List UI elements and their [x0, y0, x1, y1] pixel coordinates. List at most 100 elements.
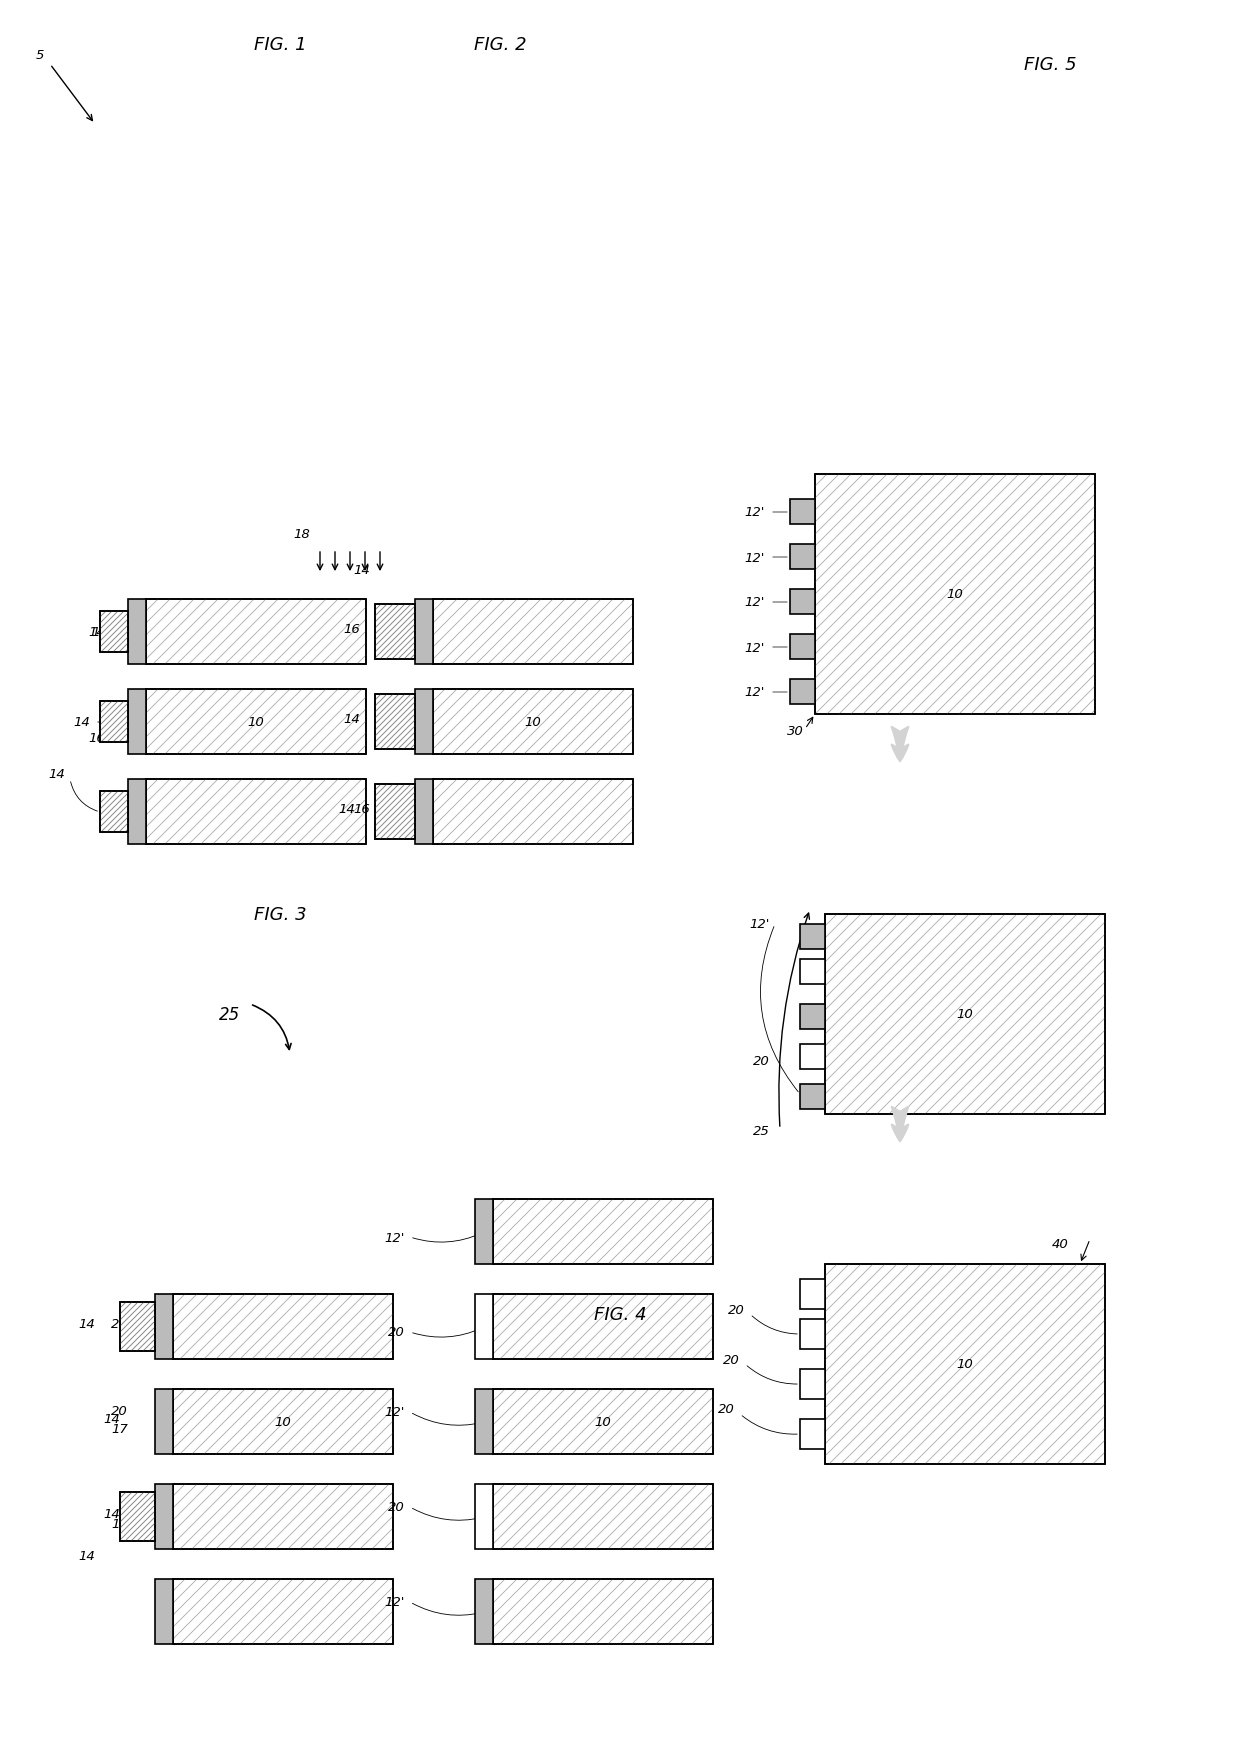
- Bar: [128, 690, 146, 755]
- Bar: [120, 1492, 155, 1542]
- Text: 12': 12': [750, 917, 770, 931]
- Text: 14: 14: [78, 1318, 95, 1330]
- Bar: [475, 1295, 494, 1360]
- Text: 14: 14: [88, 626, 105, 639]
- Bar: [415, 780, 433, 845]
- Text: 10: 10: [274, 1416, 291, 1429]
- Bar: [815, 475, 1095, 714]
- Text: 12': 12': [745, 550, 765, 564]
- Bar: [374, 785, 415, 840]
- Text: 30: 30: [786, 725, 804, 737]
- Bar: [401, 614, 415, 649]
- Bar: [374, 605, 415, 660]
- Text: 12: 12: [129, 716, 145, 729]
- Bar: [790, 499, 815, 524]
- Bar: [790, 635, 815, 660]
- Text: 17: 17: [112, 1517, 128, 1529]
- Text: 40: 40: [1052, 1238, 1069, 1251]
- Text: 14: 14: [339, 803, 355, 815]
- Bar: [433, 690, 632, 755]
- Text: 20: 20: [388, 1327, 405, 1339]
- Text: FIG. 3: FIG. 3: [254, 905, 306, 924]
- Bar: [825, 1265, 1105, 1464]
- Bar: [815, 475, 1095, 714]
- Text: 18: 18: [293, 527, 310, 542]
- Text: 20: 20: [753, 1055, 770, 1067]
- Text: 12': 12': [745, 596, 765, 609]
- Text: 20: 20: [718, 1402, 735, 1416]
- Text: 20: 20: [112, 1318, 128, 1330]
- Text: 16: 16: [88, 730, 105, 744]
- Bar: [790, 589, 815, 614]
- Text: 12': 12': [384, 1231, 405, 1244]
- Text: 12: 12: [156, 1416, 171, 1429]
- Bar: [374, 695, 415, 750]
- Bar: [800, 1420, 825, 1450]
- Bar: [494, 1390, 713, 1454]
- Bar: [494, 1295, 713, 1360]
- Text: 16: 16: [343, 623, 360, 635]
- Text: 14: 14: [103, 1413, 120, 1425]
- Bar: [118, 797, 128, 827]
- Bar: [790, 679, 815, 704]
- Text: 17: 17: [112, 1422, 128, 1436]
- Text: FIG. 1: FIG. 1: [254, 35, 306, 55]
- Text: 10: 10: [248, 716, 264, 729]
- Bar: [374, 605, 415, 660]
- Bar: [128, 780, 146, 845]
- Text: 10: 10: [946, 587, 963, 602]
- Text: 25: 25: [753, 1124, 770, 1138]
- Bar: [475, 1484, 494, 1549]
- Bar: [174, 1295, 393, 1360]
- Bar: [494, 1579, 713, 1644]
- Bar: [120, 1492, 155, 1542]
- Bar: [433, 600, 632, 665]
- Bar: [401, 704, 415, 739]
- Text: 10: 10: [595, 1416, 611, 1429]
- Text: 5: 5: [36, 48, 45, 62]
- Bar: [100, 612, 128, 653]
- Text: 12': 12': [745, 686, 765, 699]
- Bar: [155, 1390, 174, 1454]
- Bar: [494, 1579, 713, 1644]
- Bar: [800, 924, 825, 949]
- Text: 10: 10: [525, 716, 542, 729]
- Bar: [120, 1302, 155, 1351]
- Bar: [174, 1484, 393, 1549]
- Bar: [146, 690, 366, 755]
- Bar: [475, 1200, 494, 1265]
- Bar: [146, 780, 366, 845]
- Bar: [800, 1004, 825, 1030]
- Bar: [433, 600, 632, 665]
- Bar: [118, 707, 128, 737]
- Bar: [174, 1390, 393, 1454]
- Text: 12: 12: [417, 716, 432, 729]
- Text: FIG. 2: FIG. 2: [474, 35, 526, 55]
- Bar: [155, 1579, 174, 1644]
- Bar: [120, 1302, 155, 1351]
- Bar: [128, 600, 146, 665]
- Bar: [800, 1369, 825, 1399]
- Text: 25: 25: [219, 1005, 241, 1023]
- Bar: [374, 695, 415, 750]
- Bar: [415, 690, 433, 755]
- Text: 20: 20: [388, 1501, 405, 1514]
- Bar: [494, 1200, 713, 1265]
- Bar: [401, 794, 415, 829]
- Bar: [433, 780, 632, 845]
- Bar: [155, 1295, 174, 1360]
- Text: 14: 14: [48, 767, 64, 781]
- Bar: [100, 702, 128, 743]
- Bar: [825, 914, 1105, 1115]
- Text: 14: 14: [353, 563, 370, 577]
- Text: 12': 12': [384, 1596, 405, 1609]
- Bar: [800, 960, 825, 984]
- Bar: [475, 1390, 494, 1454]
- Bar: [433, 780, 632, 845]
- Bar: [100, 792, 128, 833]
- Text: FIG. 4: FIG. 4: [594, 1305, 646, 1323]
- Bar: [415, 600, 433, 665]
- Text: 14: 14: [78, 1549, 95, 1563]
- Text: 14: 14: [73, 716, 91, 729]
- Bar: [475, 1579, 494, 1644]
